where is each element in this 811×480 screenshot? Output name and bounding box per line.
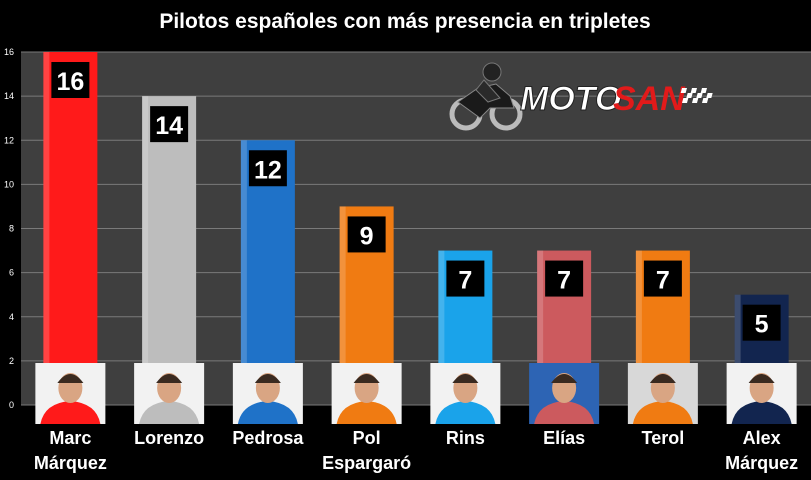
rider-name: Lorenzo [134, 428, 204, 448]
rider-name: Rins [446, 428, 485, 448]
rider-hair [649, 374, 676, 383]
rider-hair [57, 374, 84, 383]
value-label-box [545, 260, 584, 297]
y-tick-label: 10 [4, 179, 14, 189]
rider-shirt [534, 401, 595, 424]
checker-square [701, 98, 709, 103]
checker-square [686, 93, 693, 98]
bar-highlight [142, 96, 149, 405]
value-label-box [446, 260, 485, 297]
rider-shirt [731, 401, 792, 424]
y-tick-label: 4 [9, 312, 14, 322]
rider-name: Alex [743, 428, 781, 448]
rider-shirt [139, 401, 200, 424]
rider-shirt [632, 401, 693, 424]
checker-square [691, 98, 699, 103]
checker-square [690, 88, 697, 93]
value-label-box [150, 106, 189, 143]
logo-text-moto: MOTO [520, 80, 621, 118]
value-label-box [742, 304, 781, 341]
rider-shirt [435, 401, 496, 424]
motosan-logo: MOTO SAN [449, 62, 713, 131]
rider-name: Marc [49, 428, 91, 448]
value-label: 12 [254, 156, 282, 184]
motorcycle-rider-icon [449, 62, 523, 131]
bar [142, 96, 197, 405]
y-axis: 0 2 4 6 8 10 12 14 16 [4, 47, 14, 410]
y-tick-label: 16 [4, 47, 14, 57]
rider-name: Elías [543, 428, 585, 448]
bar-highlight [339, 206, 346, 405]
rider-name: Pedrosa [232, 428, 304, 448]
value-label-box [248, 150, 287, 187]
rider-name: Terol [642, 428, 685, 448]
bar-highlight [635, 250, 642, 405]
value-label: 16 [56, 68, 84, 96]
rider-shirt [237, 401, 298, 424]
value-label-box [347, 216, 386, 253]
rider-hair [551, 374, 578, 383]
bar-highlight [438, 250, 445, 405]
checker-square [681, 98, 689, 103]
y-tick-label: 6 [9, 268, 14, 278]
rider-portraits [35, 363, 797, 424]
rider-name: Espargaró [322, 453, 411, 473]
rider-name: Márquez [725, 453, 798, 473]
rider-hair [748, 374, 775, 383]
value-label-box [643, 260, 682, 297]
y-tick-label: 12 [4, 135, 14, 145]
rider-names: Marc Márquez Lorenzo Pedrosa Pol Espargaró Rin… [34, 428, 798, 473]
checker-square [696, 93, 703, 98]
bar-highlight [240, 140, 247, 405]
rider-hair [353, 374, 380, 383]
bar-highlight [734, 294, 741, 405]
bar-highlight [537, 250, 544, 405]
value-label: 9 [360, 222, 374, 250]
value-label: 5 [755, 311, 769, 339]
value-label: 7 [458, 267, 472, 295]
rider-hair [156, 374, 183, 383]
y-tick-label: 14 [4, 91, 14, 101]
value-label: 7 [557, 267, 571, 295]
checker-square [680, 88, 687, 93]
rider-shirt [40, 401, 101, 424]
value-label-box [51, 62, 90, 98]
value-label: 14 [155, 112, 183, 140]
rider-hair [452, 374, 479, 383]
rider-name: Pol [353, 428, 381, 448]
checker-square [700, 88, 707, 93]
rider-shirt [336, 401, 397, 424]
value-label: 7 [656, 267, 670, 295]
bar [43, 52, 98, 405]
logo-text-san: SAN [613, 80, 686, 118]
y-tick-label: 0 [9, 400, 14, 410]
checker-square [706, 93, 713, 98]
y-tick-label: 2 [9, 356, 14, 366]
rider-name: Márquez [34, 453, 107, 473]
chart-title: Pilotos españoles con más presencia en t… [159, 10, 650, 33]
y-tick-label: 8 [9, 224, 14, 234]
rider-hair [254, 374, 281, 383]
bar-highlight [43, 52, 50, 405]
checkered-flag-icon [680, 88, 713, 103]
